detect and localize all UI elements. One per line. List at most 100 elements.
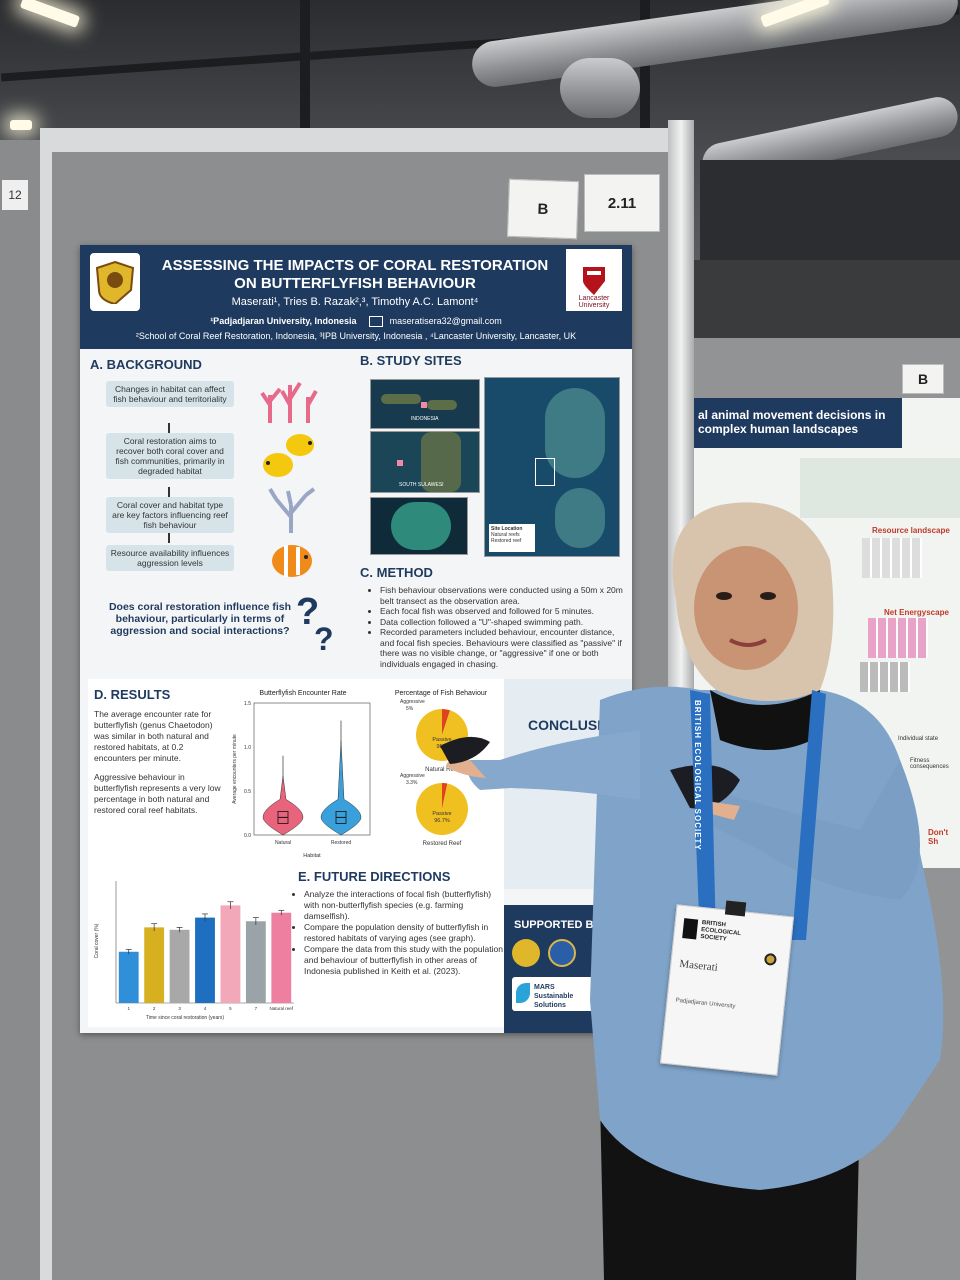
legend-restored: Restored reef	[491, 538, 522, 544]
poster-authors: Maserati¹, Tries B. Razak²,³, Timothy A.…	[231, 296, 479, 308]
ceiling-beam	[300, 0, 310, 130]
bar	[169, 929, 190, 1003]
x-tick-label: 7	[255, 1006, 258, 1011]
map-reef-detail	[370, 497, 468, 555]
question-mark-icon: ?	[314, 621, 334, 657]
pie-name: Restored Reef	[423, 841, 462, 847]
map-label-south-sulawesi: SOUTH SULAWESI	[399, 482, 444, 488]
landmass	[421, 432, 461, 492]
pie-label-aggressive: Aggressive	[400, 773, 425, 779]
method-item: Recorded parameters included behaviour, …	[380, 627, 630, 669]
pie-value-passive: 96.7%	[434, 818, 450, 824]
map-label-indonesia: INDONESIA	[411, 416, 439, 422]
violin-shape	[262, 775, 304, 836]
x-tick-label: Natural	[275, 840, 291, 846]
pie-name: Natural Reef	[425, 767, 459, 773]
x-tick-label: 3	[178, 1006, 181, 1011]
neighbor-poster-header: al animal movement decisions in complex …	[692, 398, 902, 448]
bar	[220, 905, 241, 1003]
research-question: Does coral restoration influence fish be…	[108, 601, 292, 637]
arrow-down-icon	[168, 533, 170, 543]
x-tick-label: Natural reef	[270, 1006, 294, 1011]
university-crest-icon	[95, 260, 135, 304]
neighbor-label-6: Don't Sh	[928, 828, 949, 846]
future-section: Coral cover (%) 1 2 3 4 5 7 Natural reef Time si…	[88, 871, 504, 1027]
question-mark-icon: ?	[296, 591, 320, 633]
sponsor-logo	[512, 939, 540, 967]
future-item: Compare the data from this study with th…	[304, 944, 504, 977]
ceiling-light	[10, 120, 32, 130]
coral-cover-chart: Coral cover (%) 1 2 3 4 5 7 Natural reef Time si…	[94, 881, 294, 1021]
bar	[144, 927, 165, 1003]
bar	[195, 917, 215, 1003]
landmass	[427, 400, 457, 410]
supported-by-heading: SUPPORTED B	[514, 919, 594, 931]
study-sites-heading: B. STUDY SITES	[360, 353, 462, 368]
background-step-1: Changes in habitat can affect fish behav…	[106, 381, 234, 407]
poster-affiliation-line: ¹Padjadjaran University, Indonesia maser…	[90, 316, 622, 328]
method-item: Each focal fish was observed and followe…	[380, 606, 630, 617]
pie-label-aggressive: Aggressive	[400, 699, 425, 705]
chart-title: Butterflyfish Encounter Rate	[259, 690, 346, 697]
y-tick-label: 1.5	[244, 701, 251, 707]
board-number-tag: 2.11	[584, 174, 660, 232]
poster-header: ASSESSING THE IMPACTS OF CORAL RESTORATI…	[80, 245, 632, 349]
pie-slice	[415, 783, 468, 835]
y-tick-label: 1.0	[244, 745, 251, 751]
future-item: Analyze the interactions of focal fish (…	[304, 889, 504, 922]
badge-logo	[682, 918, 699, 940]
location-marker	[397, 460, 403, 466]
butterflyfish-icon	[263, 434, 314, 477]
grid-graphic	[868, 618, 928, 658]
badge-clip	[724, 900, 747, 917]
future-list: Analyze the interactions of focal fish (…	[294, 889, 504, 977]
x-tick-label: Restored	[331, 840, 352, 846]
arrow-down-icon	[168, 487, 170, 497]
other-affiliations: ²School of Coral Reef Restoration, Indon…	[135, 331, 577, 341]
reef-area	[555, 488, 605, 548]
primary-affiliation: ¹Padjadjaran University, Indonesia	[210, 316, 357, 326]
landmass	[381, 394, 421, 404]
x-tick-label: 2	[153, 1006, 156, 1011]
pie-slice	[442, 709, 451, 735]
lancaster-logo-text: Lancaster University	[578, 295, 610, 309]
x-axis-label: Time since coral restoration (years)	[146, 1015, 225, 1021]
grid-graphic	[860, 662, 910, 692]
method-list: Fish behaviour observations were conduct…	[370, 585, 630, 669]
grid-graphic	[862, 538, 922, 578]
bar	[271, 912, 292, 1003]
pie-label-passive: Passive	[432, 811, 451, 817]
encounter-rate-chart: Butterflyfish Encounter Rate 0.0 0.5 1.0 1.5…	[232, 690, 371, 859]
air-duct	[560, 58, 640, 118]
method-item: Fish behaviour observations were conduct…	[380, 585, 630, 606]
background-heading: A. BACKGROUND	[90, 357, 202, 372]
mars-logo-text: MARS Sustainable Solutions	[534, 984, 574, 1009]
legend-box: Site Location Natural reefs Restored ree…	[489, 524, 535, 552]
neighbor-label-1: Resource landscape	[872, 526, 950, 535]
x-tick-label: 5	[229, 1006, 232, 1011]
future-item: Compare the population density of butter…	[304, 922, 504, 944]
branching-coral-icon	[268, 487, 316, 533]
right-board-letter-tag: B	[902, 364, 944, 394]
pie-value-aggressive: 5%	[406, 706, 414, 712]
coral-icon	[260, 381, 318, 423]
leaf-icon	[516, 983, 530, 1003]
arrow-down-icon	[168, 423, 170, 433]
badge-org: BRITISH ECOLOGICAL SOCIETY	[700, 920, 742, 943]
truss	[700, 160, 960, 260]
results-heading: D. RESULTS	[94, 687, 171, 702]
bar	[245, 921, 266, 1003]
violin-shape	[320, 740, 362, 836]
pie-slice	[442, 783, 448, 809]
y-tick-label: 0.5	[244, 789, 251, 795]
method-item: Data collection followed a "U"-shaped sw…	[380, 617, 630, 628]
lancaster-logo: Lancaster University	[566, 249, 622, 311]
conclusion-heading: CONCLUSION	[528, 717, 623, 733]
email-icon	[369, 316, 384, 328]
y-axis-label: Average encounters per minute	[232, 734, 238, 804]
results-section: D. RESULTS The average encounter rate fo…	[88, 679, 504, 871]
lanyard-text: BRITISH ECOLOGICAL SOCIETY	[693, 700, 702, 851]
y-axis-label: Coral cover (%)	[94, 923, 100, 958]
reef-area	[391, 502, 451, 550]
